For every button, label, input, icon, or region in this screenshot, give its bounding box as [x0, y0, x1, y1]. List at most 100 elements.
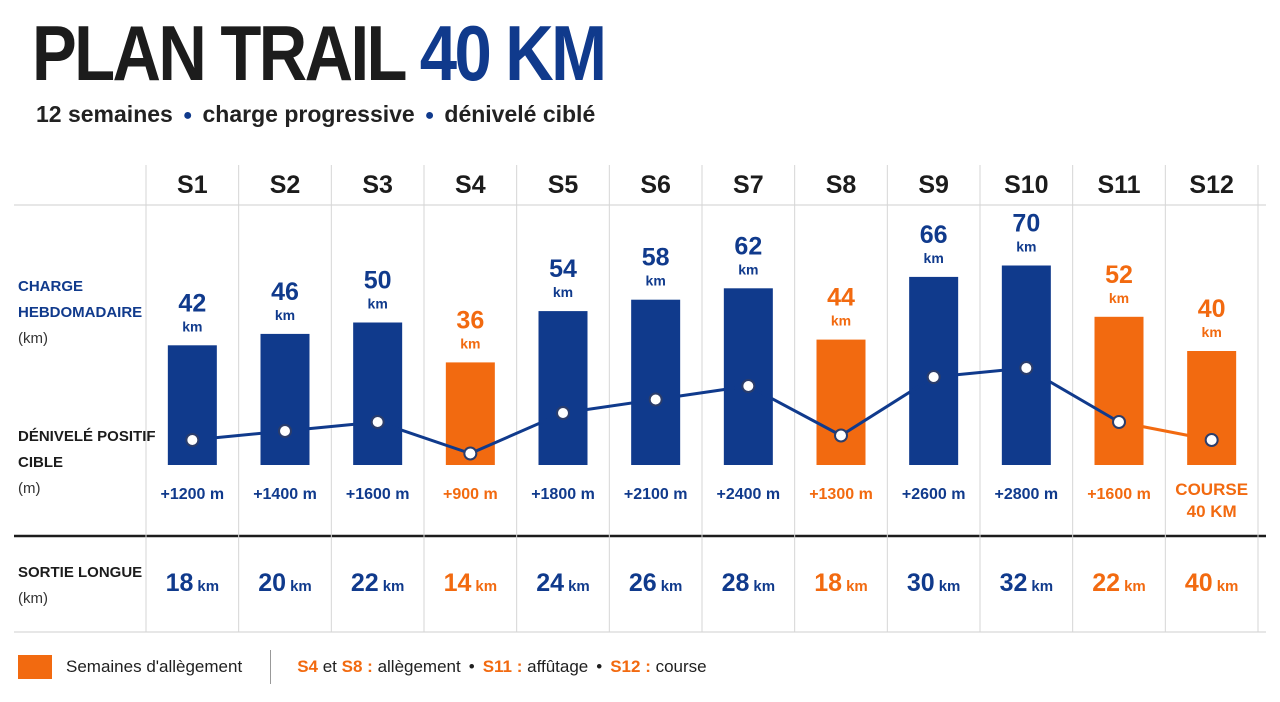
elevation-label: 40 KM: [1187, 502, 1237, 521]
bar-unit-label: km: [275, 307, 295, 323]
elevation-label: +2100 m: [624, 486, 688, 503]
long-run-number: 22: [1092, 569, 1120, 597]
legend-swatch: [18, 655, 52, 679]
long-run-value: 32 km: [1000, 569, 1054, 597]
bar-weekly-volume: [167, 345, 217, 465]
elevation-line-segment: [284, 420, 378, 433]
elevation-point: [463, 446, 478, 461]
elevation-point: [648, 392, 663, 407]
bar-unit-label: km: [182, 318, 202, 334]
legend-text: course: [655, 657, 707, 676]
long-run-value: 26 km: [629, 569, 683, 597]
legend-week: S12 :: [610, 657, 651, 676]
long-run-unit: km: [1124, 578, 1146, 595]
elevation-point: [1112, 415, 1126, 429]
elevation-point: [926, 370, 941, 384]
bar-value-label: 40: [1198, 295, 1226, 323]
bar-weekly-volume: [1187, 351, 1237, 465]
legend-text: allègement: [377, 657, 461, 676]
elevation-line-segment: [469, 411, 564, 455]
bar-value-label: 46: [271, 278, 299, 306]
elevation-point: [741, 379, 756, 393]
elevation-line-segment: [655, 384, 749, 401]
week-header: S10: [1004, 171, 1048, 199]
bar-value-label: 44: [827, 284, 855, 312]
row-label-text: CHARGE: [18, 278, 84, 295]
legend-week: S4: [297, 657, 318, 676]
row-label-unit: (km): [18, 330, 48, 347]
elevation-label: +2400 m: [717, 486, 781, 503]
elevation-label: +1800 m: [531, 486, 595, 503]
elevation-line-segment: [192, 429, 286, 442]
bar-unit-label: km: [738, 261, 758, 277]
long-run-number: 18: [814, 569, 842, 597]
elevation-label: COURSE: [1175, 480, 1248, 499]
long-run-unit: km: [568, 578, 590, 595]
elevation-point: [1019, 361, 1034, 375]
bar-weekly-volume: [723, 288, 773, 465]
elevation-label: +900 m: [443, 486, 498, 503]
legend-swatch-label: Semaines d'allègement: [66, 657, 243, 676]
subtitle-part: charge progressive: [202, 101, 415, 127]
bar-value-label: 42: [178, 289, 206, 317]
week-header: S4: [455, 171, 486, 199]
legend-bullet: •: [596, 657, 603, 676]
elevation-label: +1400 m: [253, 486, 317, 503]
week-header: S12: [1189, 171, 1233, 199]
week-header: S7: [733, 171, 764, 199]
row-label-text: SORTIE LONGUE: [18, 564, 143, 581]
bullet-icon: ●: [182, 106, 193, 124]
elevation-label: +1300 m: [809, 486, 873, 503]
elevation-label: +1600 m: [346, 486, 410, 503]
title-main: PLAN TRAIL: [32, 9, 406, 97]
row-label-sortie: SORTIE LONGUE (km): [18, 560, 142, 612]
bar-value-label: 62: [734, 232, 762, 260]
long-run-number: 28: [722, 569, 750, 597]
bar-weekly-volume: [631, 299, 681, 465]
row-label-text: DÉNIVELÉ POSITIF: [18, 428, 156, 445]
elevation-point: [278, 424, 292, 438]
page-title: PLAN TRAIL 40 KM: [32, 14, 607, 92]
long-run-number: 30: [907, 569, 935, 597]
long-run-unit: km: [290, 578, 312, 595]
bar-unit-label: km: [924, 250, 944, 266]
elevation-line-segment: [562, 398, 656, 415]
week-header: S3: [362, 171, 393, 199]
elevation-point: [185, 433, 200, 447]
long-run-number: 26: [629, 569, 657, 597]
long-run-value: 18 km: [814, 569, 868, 597]
row-label-text: CIBLE: [18, 454, 63, 471]
legend-divider: [270, 650, 272, 684]
long-run-value: 24 km: [536, 569, 590, 597]
row-label-unit: (m): [18, 480, 41, 497]
long-run-number: 14: [444, 569, 472, 597]
subtitle-part: 12 semaines: [36, 101, 173, 127]
long-run-unit: km: [1031, 578, 1053, 595]
long-run-number: 18: [166, 569, 194, 597]
bar-weekly-volume: [1094, 316, 1144, 465]
week-header: S6: [640, 171, 671, 199]
row-label-text: HEBDOMADAIRE: [18, 304, 143, 321]
long-run-value: 18 km: [166, 569, 220, 597]
bar-unit-label: km: [460, 335, 480, 351]
legend-text: et: [322, 657, 337, 676]
long-run-unit: km: [383, 578, 405, 595]
long-run-value: 40 km: [1185, 569, 1239, 597]
row-label-unit: (km): [18, 590, 48, 607]
bar-unit-label: km: [1202, 324, 1222, 340]
bar-value-label: 52: [1105, 261, 1133, 289]
bar-unit-label: km: [831, 313, 851, 329]
subtitle: 12 semaines ● charge progressive ● dénivelé …: [36, 101, 595, 128]
bar-unit-label: km: [1016, 239, 1036, 255]
week-header: S5: [548, 171, 579, 199]
long-run-value: 22 km: [1092, 569, 1146, 597]
long-run-value: 20 km: [258, 569, 312, 597]
elevation-label: +1200 m: [161, 486, 225, 503]
elevation-line-segment: [377, 420, 471, 455]
bullet-icon: ●: [424, 106, 435, 124]
elevation-label: +1600 m: [1087, 486, 1151, 503]
long-run-unit: km: [846, 578, 868, 595]
week-header: S2: [270, 171, 301, 199]
bar-unit-label: km: [1109, 290, 1129, 306]
